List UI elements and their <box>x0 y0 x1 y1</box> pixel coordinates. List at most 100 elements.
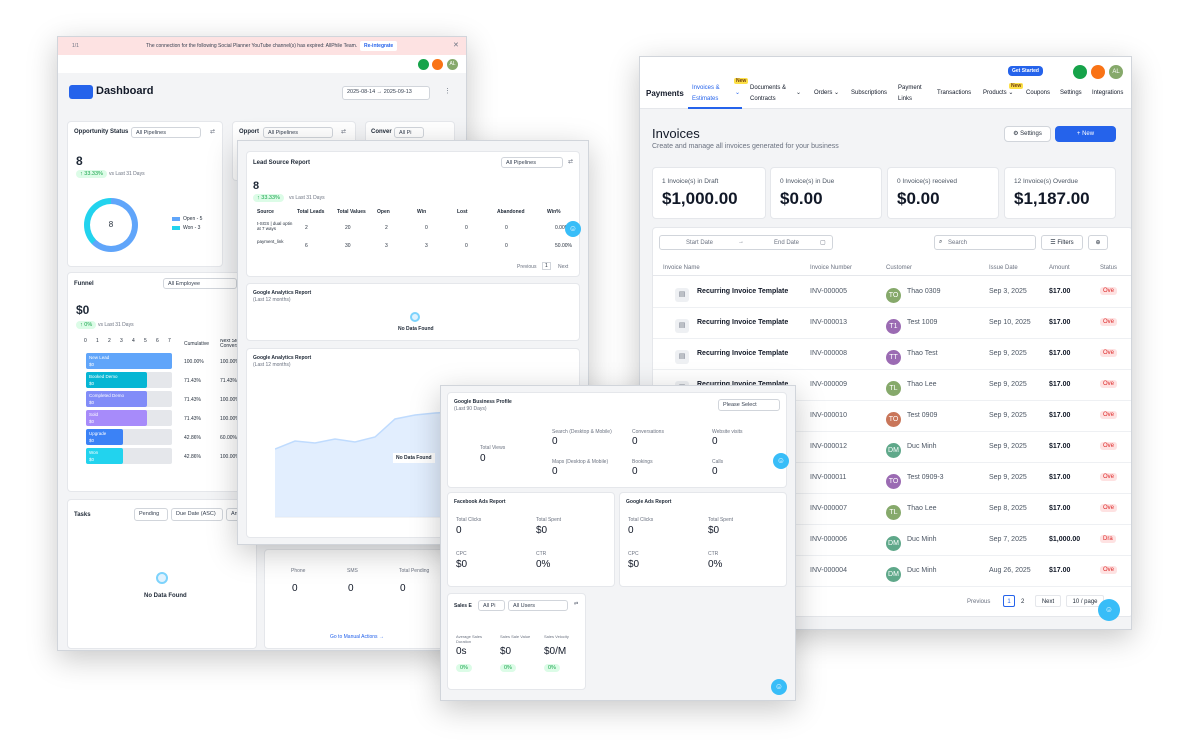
cumulative-value: 42.86% <box>184 454 201 460</box>
layout-switch-button[interactable] <box>69 85 93 99</box>
page-1-button[interactable]: 1 <box>542 262 551 270</box>
funnel-bar[interactable]: Upgrade $0 <box>86 429 123 445</box>
expand-icon[interactable]: ⇄ <box>210 129 216 135</box>
nav-documents[interactable]: Documents & Contracts <box>750 85 787 102</box>
avatar[interactable]: AL <box>447 59 458 70</box>
phone-icon[interactable] <box>418 59 429 70</box>
table-row[interactable]: INV-000012 DM Duc Minh Sep 9, 2025 $17.00 Ove <box>653 432 1131 463</box>
manual-actions-link[interactable]: Go to Manual Actions → <box>330 634 384 640</box>
reintegrate-button[interactable]: Re-integrate <box>360 41 398 51</box>
card-title: Sales E <box>454 603 472 609</box>
bell-icon[interactable] <box>1091 65 1105 79</box>
new-invoice-button[interactable]: + New <box>1055 126 1116 142</box>
pipeline-select[interactable]: All Pipelines <box>131 127 201 138</box>
funnel-stage-value: $0 <box>89 419 95 424</box>
user-select[interactable]: All Users <box>508 600 568 611</box>
sort-select[interactable]: Due Date (ASC) <box>171 508 223 521</box>
table-row[interactable]: INV-000004 DM Duc Minh Aug 26, 2025 $17.00 Ov… <box>653 556 1131 587</box>
scale-tick: 0 <box>84 338 87 344</box>
table-row[interactable]: INV-000006 DM Duc Minh Sep 7, 2025 $1,000.00… <box>653 525 1131 556</box>
legend-won: Won - 3 <box>183 225 201 231</box>
prev-page-button[interactable]: Previous <box>517 264 537 270</box>
stat-label: Website visits <box>712 429 743 435</box>
filters-button[interactable]: ☰ Filters <box>1041 235 1083 250</box>
funnel-bar[interactable]: Sold $0 <box>86 410 147 426</box>
search-icon: ⌕ <box>939 239 943 245</box>
phone-icon[interactable] <box>1073 65 1087 79</box>
customer-name: Test 0909-3 <box>907 474 944 481</box>
nav-settings[interactable]: Settings <box>1060 90 1082 96</box>
table-row[interactable]: ▤ Recurring Invoice Template INV-000005 TO T… <box>653 277 1131 308</box>
nav-payment-links[interactable]: Payment Links <box>898 85 922 102</box>
chat-icon[interactable]: ☺ <box>773 453 789 469</box>
next-step-value: 71.43% <box>220 378 237 384</box>
close-icon[interactable]: ✕ <box>453 42 459 49</box>
total-views-label: Total Views <box>480 445 506 451</box>
page-1-button[interactable]: 1 <box>1003 595 1015 607</box>
nav-orders[interactable]: Orders ⌄ <box>814 90 840 96</box>
pipeline-select[interactable]: All Pipelines <box>263 127 333 138</box>
nav-integrations[interactable]: Integrations <box>1092 90 1124 96</box>
customer-avatar: TL <box>886 381 901 396</box>
table-header-cell: Win <box>417 209 427 215</box>
chat-icon[interactable]: ☺ <box>771 679 787 695</box>
funnel-bar[interactable]: Won $0 <box>86 448 123 464</box>
more-icon[interactable]: ⋮ <box>444 88 451 95</box>
nav-coupons[interactable]: Coupons <box>1026 90 1051 96</box>
download-icon[interactable]: ⊕ <box>1088 235 1108 250</box>
status-select[interactable]: Pending <box>134 508 168 521</box>
date-range-filter[interactable]: Start Date → End Date ▢ <box>659 235 833 250</box>
customer-avatar: TL <box>886 505 901 520</box>
table-row[interactable]: INV-000007 TL Thao Lee Sep 8, 2025 $17.00 Ove <box>653 494 1131 525</box>
nav-invoices[interactable]: Invoices & Estimates <box>692 85 720 102</box>
scale-tick: 1 <box>96 338 99 344</box>
status-badge: Ove <box>1100 566 1118 574</box>
chat-icon[interactable]: ☺ <box>1098 599 1120 621</box>
settings-button[interactable]: ⚙ Settings <box>1004 126 1051 142</box>
table-row[interactable]: ▤ Recurring Invoice Template INV-000013 T1 T… <box>653 308 1131 339</box>
nav-transactions[interactable]: Transactions <box>937 90 972 96</box>
table-row[interactable]: ▤ Recurring Invoice Template INV-000008 TT T… <box>653 339 1131 370</box>
table-cell: 3 <box>425 243 428 249</box>
pipeline-select[interactable]: All Pipelines <box>501 157 563 168</box>
stat-label: Bookings <box>632 459 653 465</box>
avatar[interactable]: AL <box>1109 65 1123 79</box>
location-select[interactable]: Please Select <box>718 399 780 411</box>
get-started-button[interactable]: Get Started <box>1008 66 1043 76</box>
banner-message: The connection for the following Social … <box>146 43 358 49</box>
next-step-value: 60.00% <box>220 435 237 441</box>
table-row[interactable]: INV-000010 TO Test 0909 Sep 9, 2025 $17.00 Ov… <box>653 401 1131 432</box>
bell-icon[interactable] <box>432 59 443 70</box>
expand-icon[interactable]: ⇄ <box>568 159 574 165</box>
stat-label: CTR <box>536 551 547 557</box>
pipeline-select[interactable]: All Pi <box>394 127 424 138</box>
funnel-stages: New Lead $0 100.00% 100.00% Booked Demo $0 71.… <box>86 353 256 473</box>
nav-products[interactable]: Products ⌄ <box>983 90 1014 96</box>
funnel-bar[interactable]: New Lead $0 <box>86 353 172 369</box>
search-input[interactable]: ⌕ Search <box>934 235 1036 250</box>
chat-icon[interactable]: ☺ <box>565 221 581 237</box>
table-header-cell: Total Values <box>337 209 366 215</box>
next-page-button[interactable]: Next <box>558 264 569 270</box>
employee-select[interactable]: All Employee <box>163 278 237 289</box>
stat-value: 0 <box>632 436 638 447</box>
funnel-bar[interactable]: Booked Demo $0 <box>86 372 147 388</box>
next-step-value: 100.00% <box>220 397 240 403</box>
page-2-button[interactable]: 2 <box>1021 599 1025 605</box>
expand-icon[interactable]: ⇄ <box>574 601 579 607</box>
issue-date: Sep 9, 2025 <box>989 474 1027 481</box>
cumulative-value: 42.86% <box>184 435 201 441</box>
chevron-down-icon[interactable]: ⌄ <box>796 90 802 96</box>
date-range-picker[interactable]: 2025-08-14 → 2025-09-13 <box>342 86 430 100</box>
funnel-bar[interactable]: Completed Demo $0 <box>86 391 147 407</box>
pipeline-select[interactable]: All Pi <box>478 600 505 611</box>
amount: $17.00 <box>1049 567 1071 574</box>
legend-open: Open - 5 <box>183 216 203 222</box>
expand-icon[interactable]: ⇄ <box>341 129 347 135</box>
change-value: 0% <box>548 665 556 671</box>
table-row[interactable]: INV-000011 TO Test 0909-3 Sep 9, 2025 $17.00… <box>653 463 1131 494</box>
next-page-button[interactable]: Next <box>1035 595 1061 607</box>
prev-page-button[interactable]: Previous <box>967 599 991 605</box>
nav-subscriptions[interactable]: Subscriptions <box>851 90 888 96</box>
chevron-down-icon[interactable]: ⌄ <box>735 90 741 96</box>
